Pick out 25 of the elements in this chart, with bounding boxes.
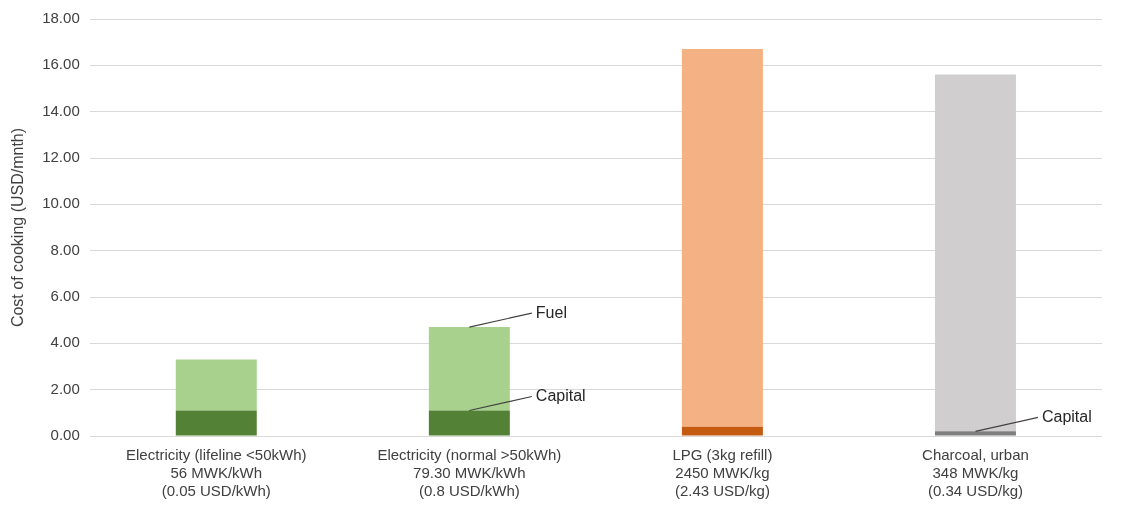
y-axis-title: Cost of cooking (USD/mnth) xyxy=(9,127,27,328)
y-tick-label: 10.00 xyxy=(42,194,80,212)
bar xyxy=(681,426,763,436)
bar xyxy=(681,49,763,427)
bar xyxy=(428,410,510,436)
y-tick-label: 14.00 xyxy=(42,101,80,119)
annotation: Capital xyxy=(1041,407,1092,425)
y-tick-label: 2.00 xyxy=(50,379,80,397)
x-tick-label: Charcoal, urban 348 MWK/kg (0.34 USD/kg) xyxy=(922,446,1029,500)
y-tick-label: 12.00 xyxy=(42,148,80,166)
y-tick-label: 6.00 xyxy=(50,287,80,305)
y-tick-label: 18.00 xyxy=(42,9,80,27)
annotation: Fuel xyxy=(535,303,567,321)
bar xyxy=(175,410,257,436)
y-tick-label: 16.00 xyxy=(42,55,80,73)
y-tick-label: 4.00 xyxy=(50,333,80,351)
annotation: Capital xyxy=(535,386,586,404)
x-tick-label: Electricity (lifeline <50kWh) 56 MWK/kWh (0.05 USD/kWh) xyxy=(126,446,307,500)
y-tick-label: 0.00 xyxy=(50,426,80,444)
y-tick-label: 8.00 xyxy=(50,240,80,258)
x-tick-label: LPG (3kg refill) 2450 MWK/kg (2.43 USD/kg) xyxy=(672,446,773,500)
x-tick-label: Electricity (normal >50kWh) 79.30 MWK/kWh (0.8 USD/kWh) xyxy=(377,446,562,500)
bar xyxy=(934,431,1016,436)
bar xyxy=(175,359,257,411)
bar xyxy=(428,327,510,411)
